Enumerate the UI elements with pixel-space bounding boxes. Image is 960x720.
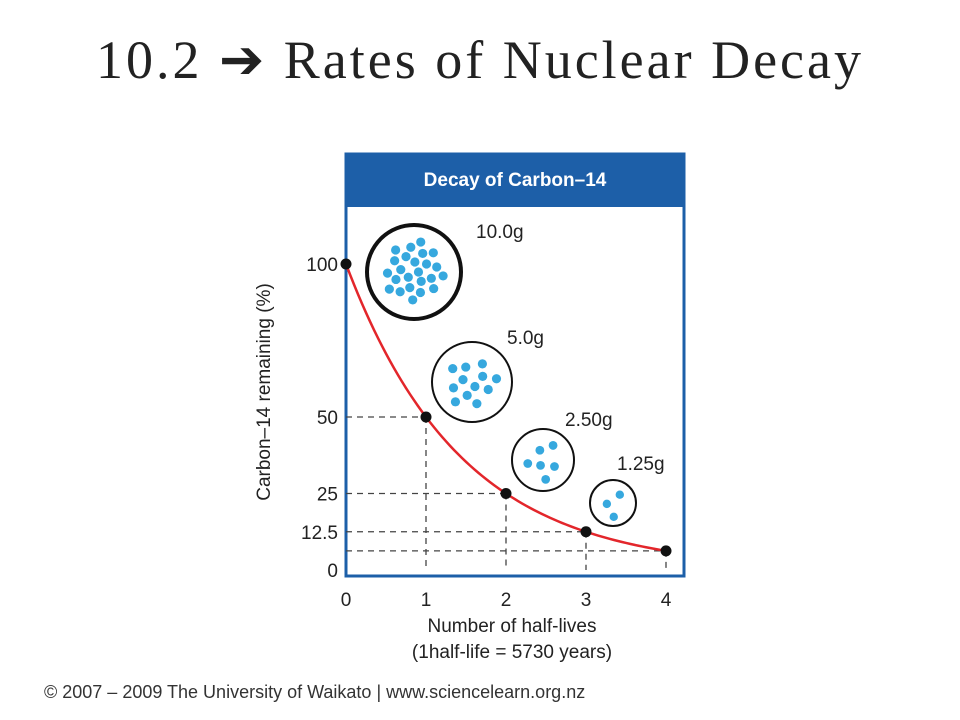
atom-dot: [462, 390, 472, 401]
atom-dot: [432, 262, 442, 272]
atom-dot: [458, 375, 468, 385]
data-point: [340, 258, 352, 270]
sample-mass-label: 10.0g: [476, 222, 524, 243]
sample-circle: [589, 479, 637, 527]
atom-dot: [550, 462, 559, 471]
y-tick-label: 50: [317, 408, 338, 429]
y-tick-label: 100: [306, 255, 338, 276]
x-tick-label: 1: [421, 590, 432, 611]
atom-dot: [602, 499, 612, 509]
x-tick-labels: 0 1 2 3 4: [341, 590, 672, 611]
atom-dot: [428, 248, 438, 258]
atom-dot: [491, 374, 502, 384]
atom-dot: [406, 242, 416, 252]
x-tick-label: 4: [661, 590, 672, 611]
data-points: [340, 258, 672, 557]
atom-dot: [426, 273, 436, 283]
atom-dot: [536, 460, 545, 470]
atom-dot: [461, 362, 471, 372]
chart-frame: [344, 152, 686, 578]
sample-1: 10.0g: [365, 222, 524, 321]
atom-dot: [382, 268, 393, 278]
atom-dot: [472, 399, 482, 409]
sample-circle: [511, 428, 575, 492]
sample-circle: [431, 341, 513, 423]
sample-3: 2.50g: [511, 410, 613, 492]
atom-dot: [448, 383, 459, 393]
y-tick-label: 12.5: [301, 523, 338, 544]
slide-title: 10.2 ➔ Rates of Nuclear Decay: [96, 30, 864, 90]
data-point: [420, 411, 432, 423]
chart-title: Decay of Carbon–14: [424, 170, 607, 191]
atom-dot: [421, 259, 432, 269]
atom-dot: [615, 490, 625, 499]
atom-dot: [523, 459, 533, 468]
atom-dot: [391, 274, 401, 285]
data-point: [500, 488, 512, 499]
sample-2: 5.0g: [431, 328, 544, 423]
atom-dot: [483, 384, 493, 395]
atom-dot: [470, 381, 480, 392]
atom-dot: [448, 363, 458, 374]
atom-dot: [548, 441, 558, 450]
x-axis-note: (1half-life = 5730 years): [412, 642, 612, 663]
atom-dot: [535, 445, 545, 455]
y-tick-label: 25: [317, 485, 338, 506]
atom-dot: [405, 282, 415, 293]
atom-dot: [415, 287, 426, 298]
atom-dot: [478, 371, 488, 381]
atom-dot: [408, 295, 418, 305]
sample-mass-label: 5.0g: [507, 328, 544, 349]
atom-dot: [390, 256, 400, 266]
atom-dot: [403, 272, 413, 282]
atom-dot: [416, 237, 426, 247]
atom-dot: [410, 257, 420, 267]
sample-mass-label: 1.25g: [617, 454, 665, 475]
atom-dot: [413, 267, 424, 277]
atom-dot: [477, 359, 487, 369]
chart-header: [346, 154, 684, 207]
x-tick-label: 2: [501, 590, 512, 611]
x-tick-label: 0: [341, 590, 352, 611]
data-point: [660, 545, 672, 557]
sample-mass-label: 2.50g: [565, 410, 613, 431]
atom-dot: [418, 248, 428, 259]
atom-dot: [391, 245, 401, 255]
sample-4: 1.25g: [589, 454, 665, 527]
atom-dot: [395, 287, 405, 297]
atom-dot: [450, 397, 461, 407]
y-tick-label: 0: [327, 561, 338, 582]
atom-dot: [429, 283, 439, 294]
footer-credit: © 2007 – 2009 The University of Waikato …: [44, 682, 586, 702]
x-axis-label: Number of half-lives: [428, 616, 597, 637]
atom-dot: [438, 271, 448, 281]
atom-dot: [401, 252, 411, 262]
y-tick-labels: 100 50 25 12.5 0: [301, 255, 338, 582]
y-axis-label: Carbon–14 remaining (%): [254, 283, 275, 501]
atom-dot: [396, 265, 406, 275]
atom-dot: [609, 512, 618, 522]
atom-dot: [416, 276, 426, 286]
atom-dot: [384, 284, 394, 294]
sample-illustrations: 10.0g 5.0g 2.50g 1.25g: [365, 222, 665, 527]
atom-dot: [541, 475, 551, 484]
x-tick-label: 3: [581, 590, 592, 611]
data-point: [580, 526, 592, 538]
